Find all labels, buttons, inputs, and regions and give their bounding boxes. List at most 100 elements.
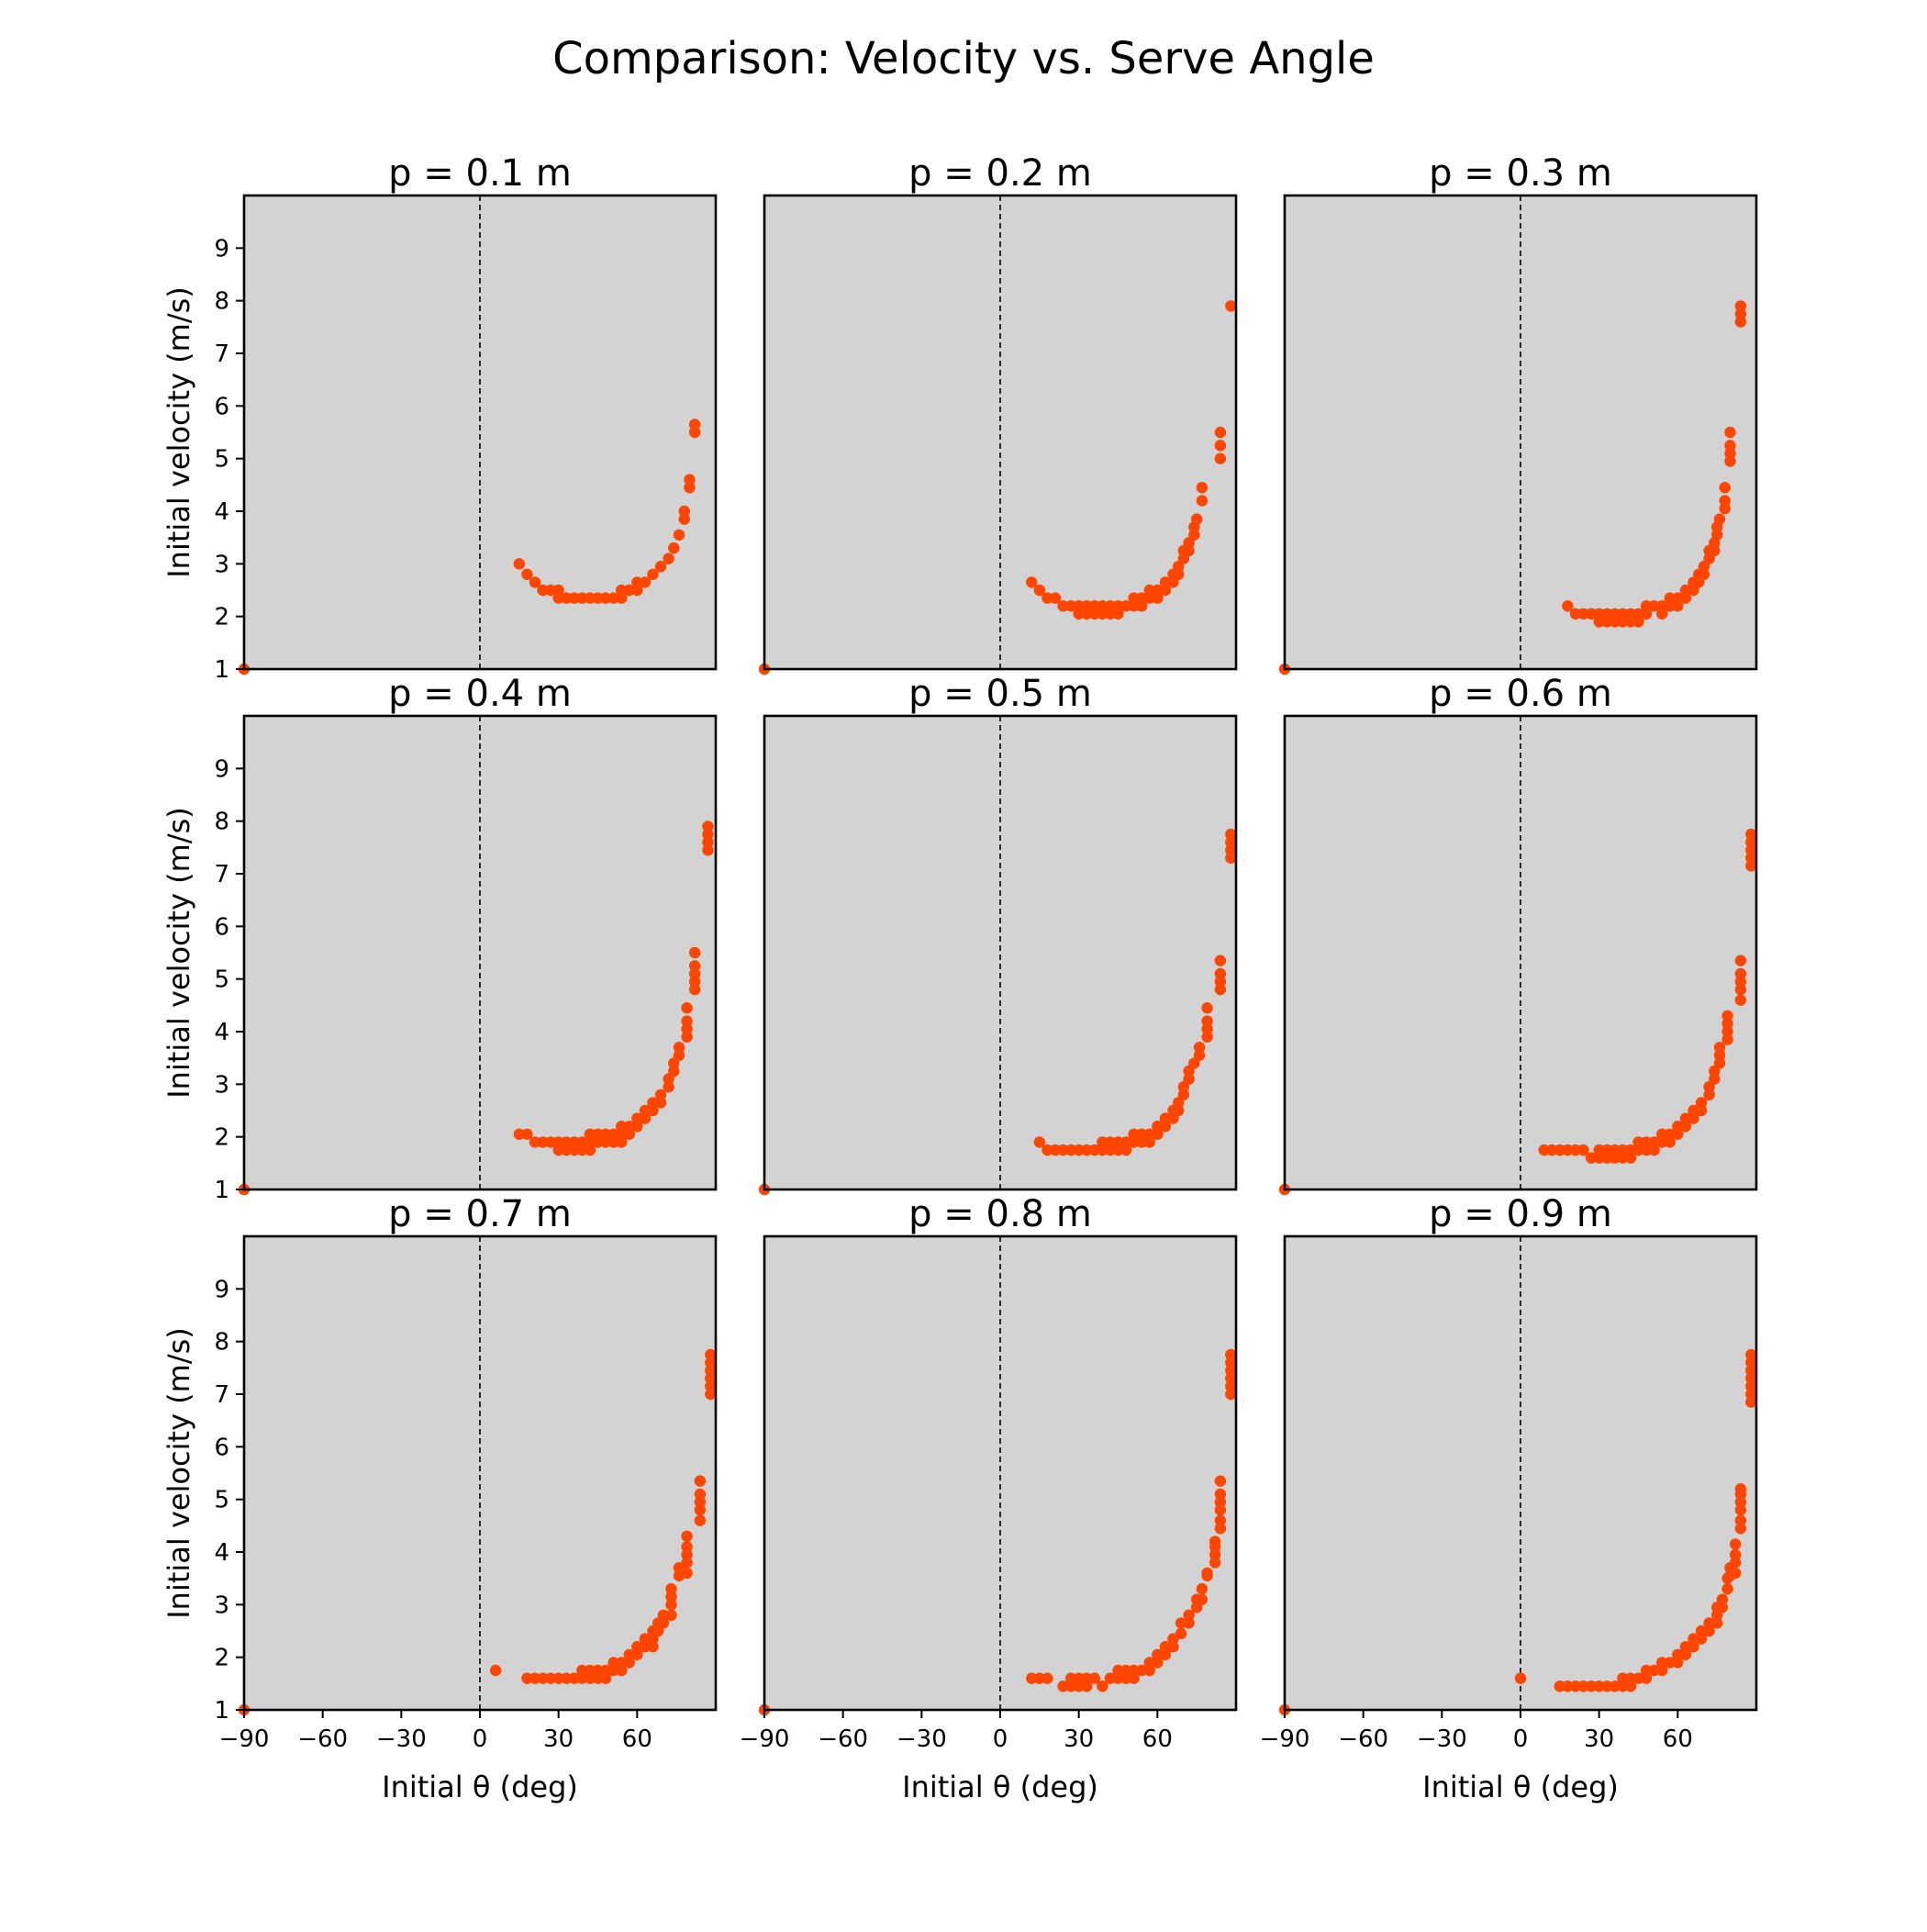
data-point: [1225, 1365, 1237, 1377]
data-point: [694, 1496, 707, 1508]
data-point: [705, 1380, 717, 1392]
y-tick-label: 8: [214, 288, 229, 316]
data-point: [681, 1022, 693, 1035]
x-axis-label: Initial θ (deg): [1422, 1770, 1619, 1804]
data-point: [1159, 576, 1172, 588]
data-point: [1128, 1136, 1140, 1148]
data-point: [657, 1609, 670, 1622]
data-point: [1214, 1488, 1227, 1501]
data-point: [607, 1128, 619, 1141]
data-point: [1734, 994, 1747, 1006]
data-point: [1152, 1121, 1164, 1133]
panel-title: p = 0.7 m: [388, 1193, 572, 1235]
data-point: [1632, 1136, 1644, 1148]
data-point: [607, 1664, 619, 1677]
data-point: [1624, 1672, 1637, 1684]
data-point: [568, 1672, 580, 1684]
data-point: [1601, 616, 1613, 628]
data-point: [673, 1042, 685, 1054]
data-point: [702, 828, 714, 841]
data-point: [1624, 608, 1637, 620]
panel-title: p = 0.2 m: [908, 152, 1092, 195]
data-point: [1585, 1681, 1598, 1692]
data-point: [647, 1097, 659, 1109]
data-point: [1734, 1496, 1747, 1508]
data-point: [631, 584, 643, 597]
data-point: [1214, 1514, 1227, 1526]
data-point: [584, 592, 596, 604]
y-tick-label: 7: [214, 1381, 229, 1409]
data-point: [1214, 1523, 1227, 1535]
data-point: [681, 1557, 693, 1569]
data-point: [568, 592, 580, 604]
y-tick-label: 3: [214, 551, 229, 578]
data-point: [1209, 1548, 1221, 1561]
data-point: [694, 1475, 707, 1487]
data-points: [238, 1348, 717, 1716]
data-point: [1119, 1664, 1132, 1677]
data-point: [592, 1664, 604, 1677]
data-point: [1225, 1357, 1237, 1368]
data-point: [1152, 584, 1164, 597]
panel-title: p = 0.8 m: [908, 1193, 1092, 1235]
data-point: [1214, 1475, 1227, 1487]
data-point: [1745, 1388, 1757, 1401]
data-point: [681, 1031, 693, 1043]
data-point: [1128, 1128, 1140, 1141]
data-points: [238, 821, 714, 1196]
data-point: [1201, 1002, 1213, 1014]
data-point: [1112, 608, 1124, 620]
data-point: [576, 1672, 588, 1684]
data-point: [1648, 1136, 1660, 1148]
data-point: [694, 1514, 707, 1526]
x-tick-label: 60: [1142, 1725, 1173, 1753]
data-point: [1745, 1372, 1757, 1385]
data-point: [702, 836, 714, 848]
data-point: [1104, 1672, 1117, 1684]
data-point: [1577, 1681, 1589, 1692]
data-point: [1201, 1567, 1213, 1580]
y-tick-label: 8: [214, 1329, 229, 1357]
data-point: [513, 558, 526, 570]
data-point: [631, 576, 643, 588]
data-point: [1719, 495, 1731, 507]
data-point: [1745, 1365, 1757, 1377]
data-point: [1734, 955, 1747, 966]
data-point: [1617, 1144, 1629, 1156]
data-point: [1104, 1144, 1117, 1156]
data-point: [1656, 1664, 1668, 1677]
data-point: [599, 1128, 612, 1141]
data-point: [1104, 1136, 1117, 1148]
data-points: [1278, 300, 1747, 676]
panel-frame: [1283, 194, 1758, 671]
data-point: [1672, 592, 1684, 604]
data-point: [1710, 529, 1723, 541]
data-point: [1664, 1657, 1676, 1669]
data-point: [1104, 600, 1117, 612]
panel-title: p = 0.6 m: [1429, 673, 1612, 715]
data-point: [1745, 836, 1757, 848]
panel-9: p = 0.9 m −90 −60 −30 0 30 60 Initial θ (deg): [1260, 1193, 1758, 1804]
data-point: [1695, 1633, 1708, 1645]
data-point: [599, 592, 612, 604]
data-point: [544, 584, 557, 597]
data-point: [1745, 1380, 1757, 1392]
data-point: [705, 1388, 717, 1401]
panel-background: [764, 1236, 1236, 1710]
data-point: [657, 1617, 670, 1629]
data-point: [1190, 513, 1203, 525]
data-point: [1721, 1025, 1733, 1038]
data-point: [654, 561, 667, 573]
data-point: [1664, 600, 1676, 612]
y-tick-label: 4: [214, 1019, 229, 1046]
data-point: [1601, 1681, 1613, 1692]
data-point: [1745, 852, 1757, 864]
data-point: [1716, 1602, 1729, 1614]
y-axis-label: Initial velocity (m/s): [162, 1327, 196, 1619]
data-point: [592, 592, 604, 604]
y-tick-label: 1: [214, 656, 229, 684]
data-point: [1601, 1152, 1613, 1164]
panel-title: p = 0.4 m: [388, 673, 572, 715]
data-point: [561, 1144, 573, 1156]
data-point: [1143, 1664, 1155, 1677]
